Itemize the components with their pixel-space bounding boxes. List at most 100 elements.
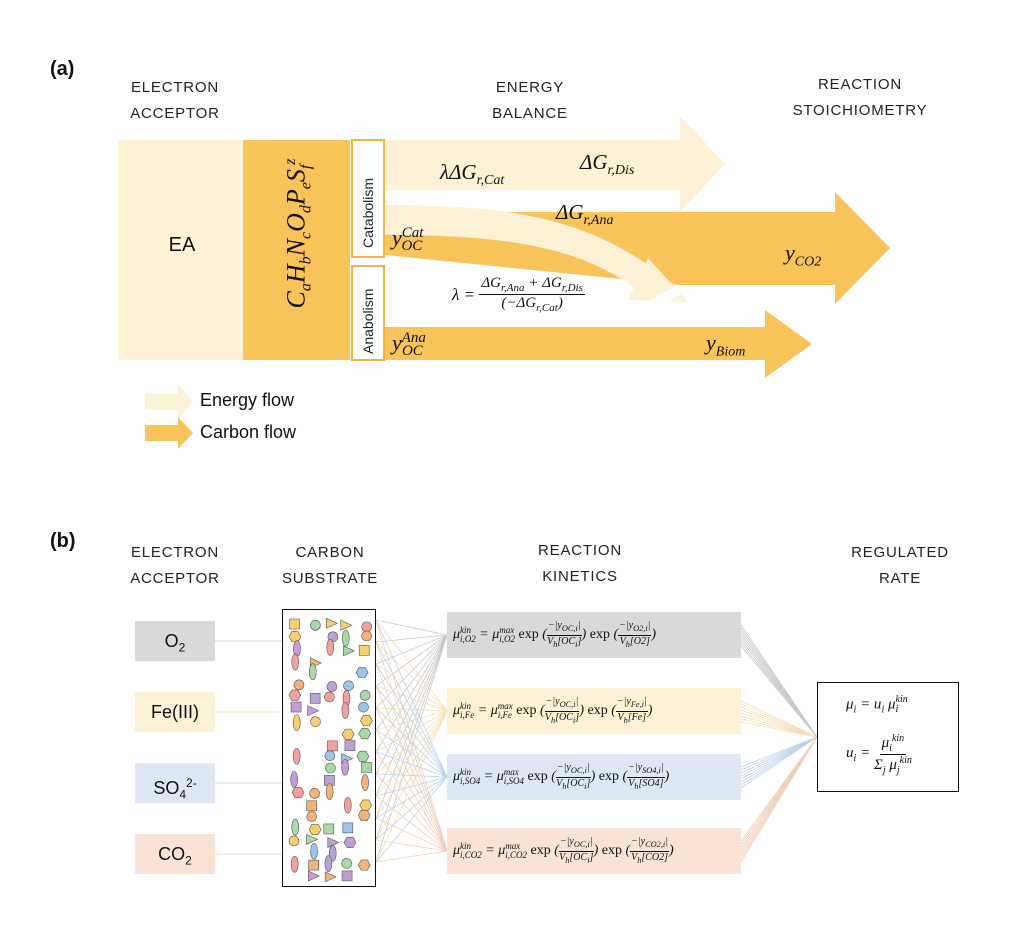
substrate-molecule — [327, 837, 340, 848]
ea-label: EA — [168, 234, 196, 256]
connector-line — [375, 634, 448, 863]
connector-line — [375, 817, 448, 852]
carbon-substrate-header: CARBON SUBSTRATE — [260, 540, 400, 592]
connector-line — [375, 707, 448, 778]
energy-balance-line1: ENERGY — [495, 79, 565, 96]
anabolism-label: Anabolism — [360, 289, 376, 354]
substrate-molecule — [308, 870, 321, 882]
substrate-molecule — [326, 639, 335, 656]
connector-line — [740, 709, 818, 738]
kinetics-fe: μ kin i,Fe = μ max i,Fe exp (−|yOC,i| Vh[OCi]… — [447, 688, 741, 734]
stoichiometry-line2: STOICHIOMETRY — [792, 102, 928, 119]
substrate-molecule — [324, 750, 336, 762]
u-equation: ui = μikin Σj μjkin — [846, 733, 912, 776]
connector-line — [375, 619, 448, 712]
substrate-molecule — [293, 679, 305, 691]
regulated-rate-box: μi = ui μ kin i ui = μikin Σj μjkin — [817, 682, 959, 792]
substrate-molecule — [324, 855, 333, 872]
substrate-molecule — [357, 809, 371, 821]
connector-line — [375, 663, 448, 852]
panel-a-label: (a) — [50, 58, 75, 80]
substrate-molecule — [341, 629, 350, 647]
substrate-molecule — [290, 701, 302, 713]
connector-line — [740, 736, 818, 863]
connector-line — [375, 795, 448, 852]
y-biom: yBiom — [706, 330, 746, 360]
connector-line — [375, 850, 448, 863]
regulated-rate-line1: REGULATED — [851, 544, 949, 561]
substrate-molecule — [326, 681, 338, 692]
connector-line — [740, 736, 818, 771]
lambda-equation: λ = ΔGr,Ana + ΔGr,Dis (−ΔGr,Cat) — [452, 275, 585, 314]
substrate-molecule — [292, 714, 301, 731]
ea-block — [118, 140, 246, 360]
substrate-molecule — [309, 693, 321, 704]
carbon-substrate-box — [282, 609, 376, 887]
connector-line — [375, 634, 448, 841]
substrate-molecule — [361, 630, 372, 642]
substrate-molecule — [359, 799, 373, 811]
y-oc-ana: yAnaOC — [392, 330, 426, 360]
carbon-flow-legend-arrow — [145, 417, 193, 449]
connector-line — [375, 619, 448, 778]
substrate-molecule — [310, 842, 318, 860]
ea-header: ELECTRON ACCEPTOR — [110, 75, 240, 127]
connector-line — [740, 736, 818, 780]
connector-line — [375, 751, 448, 778]
substrate-molecule — [358, 645, 370, 656]
connector-line — [375, 776, 448, 819]
panel-b-label: (b) — [50, 530, 76, 552]
connector-line — [375, 839, 448, 852]
substrate-molecule — [306, 833, 319, 845]
substrate-molecule — [342, 822, 354, 834]
reaction-kinetics-line1: REACTION — [538, 542, 622, 559]
substrate-molecule — [328, 845, 337, 862]
connector-line — [740, 736, 818, 786]
substrate-molecule — [357, 859, 371, 871]
connector-line — [375, 663, 448, 778]
substrate-molecule — [288, 835, 300, 847]
carbon-flow-legend-label: Carbon flow — [200, 422, 297, 442]
substrate-molecule — [325, 783, 334, 800]
substrate-molecule — [307, 705, 320, 717]
connector-line — [375, 773, 448, 852]
substrate-molecule — [324, 691, 335, 703]
substrate-molecule — [324, 871, 337, 883]
substrate-molecule — [361, 621, 372, 633]
substrate-molecule — [290, 771, 298, 788]
connector-line — [740, 645, 818, 738]
connector-line — [375, 619, 448, 636]
substrate-block — [243, 140, 350, 360]
anabolism-merge-curve — [600, 285, 700, 327]
stoichiometry-header: REACTION STOICHIOMETRY — [770, 72, 950, 124]
substrate-molecule — [306, 800, 317, 812]
substrate-molecule — [288, 631, 302, 643]
catabolism-box — [351, 139, 385, 258]
connector-line — [740, 712, 818, 738]
energy-flow-legend-arrow — [145, 385, 193, 419]
substrate-molecule — [341, 728, 355, 740]
connector-line — [375, 773, 448, 778]
substrate-molecule — [355, 666, 369, 678]
reaction-kinetics-line2: KINETICS — [542, 568, 618, 585]
substrate-molecule — [361, 762, 372, 773]
substrate-molecule — [343, 796, 352, 814]
substrate-molecule — [290, 856, 299, 873]
dg-ana: ΔGr,Ana — [556, 200, 614, 229]
connector-line — [375, 776, 448, 841]
connector-line — [375, 707, 448, 852]
substrate-molecule — [289, 618, 300, 630]
biom-carbon-arrow — [385, 310, 812, 378]
connector-line — [740, 736, 818, 789]
substrate-molecule — [343, 836, 357, 848]
substrate-molecule — [292, 747, 301, 765]
ea-header-line1: ELECTRON — [130, 79, 220, 96]
lambda-dg-cat: λΔGr,Cat — [440, 160, 505, 189]
substrate-molecule — [291, 653, 299, 671]
connector-line — [740, 700, 818, 738]
connector-line — [740, 703, 818, 738]
kinetics-o2: μ kin i,O2 = μ max i,O2 exp (−|yOC,i| Vh[OCi]… — [447, 612, 741, 658]
substrate-molecule — [356, 750, 370, 762]
connector-line — [375, 634, 448, 819]
substrate-molecule — [308, 663, 317, 681]
